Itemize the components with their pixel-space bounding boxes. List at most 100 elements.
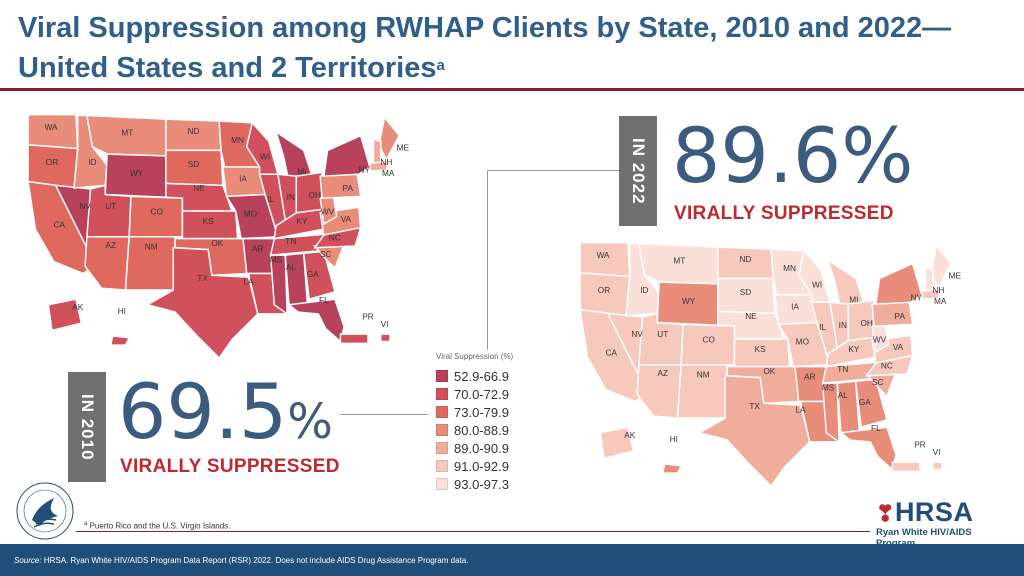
- state-label-fl: FL: [319, 296, 329, 305]
- legend-items: 52.9-66.9 70.0-72.9 73.0-79.9 80.0-88.9 89.0…: [430, 367, 540, 493]
- state-label-va: VA: [341, 215, 352, 224]
- legend-label: 80.0-88.9: [454, 422, 509, 438]
- title-footnote-marker: a: [436, 57, 445, 74]
- state-label-mi: MI: [297, 167, 306, 176]
- state-label-ar: AR: [252, 244, 264, 253]
- state-mo: [777, 321, 831, 368]
- title-divider: [0, 88, 1024, 91]
- state-label-ky: KY: [296, 217, 308, 226]
- state-label-va: VA: [893, 343, 904, 352]
- state-label-pr: PR: [362, 312, 374, 321]
- legend-item: 91.0-92.9: [430, 457, 540, 475]
- stat-2010-number: 69.5: [118, 367, 288, 456]
- state-mo: [225, 193, 279, 240]
- state-label-vi: VI: [381, 320, 389, 329]
- state-label-ut: UT: [105, 202, 116, 211]
- footnote-marker: a: [84, 521, 88, 527]
- state-label-sd: SD: [740, 288, 752, 297]
- state-hi: [661, 463, 683, 474]
- state-label-pr: PR: [914, 440, 926, 449]
- state-label-ks: KS: [755, 345, 767, 354]
- legend-label: 73.0-79.9: [454, 404, 509, 420]
- state-label-az: AZ: [106, 241, 117, 250]
- source-note: Source: HRSA. Ryan White HIV/AIDS Progra…: [14, 556, 468, 565]
- state-ms: [821, 382, 840, 444]
- state-label-il: IL: [819, 323, 826, 332]
- legend-swatch: [436, 424, 448, 436]
- state-label-pa: PA: [895, 312, 906, 321]
- state-az: [84, 236, 130, 291]
- state-label-in: IN: [839, 321, 847, 330]
- year-badge-2010: IN 2010: [68, 372, 106, 482]
- legend-item: 52.9-66.9: [430, 367, 540, 385]
- hhs-seal-logo: [14, 480, 76, 542]
- state-label-az: AZ: [658, 369, 669, 378]
- hrsa-logo: ❣HRSA Ryan White HIV/AIDS Program: [876, 498, 1006, 549]
- state-label-la: LA: [244, 278, 255, 287]
- map-2010: WA OR CA NV ID MT WY UT AZ CO NM ND SD NE KS OK TX MN IA MO…: [28, 110, 414, 358]
- state-label-mo: MO: [244, 210, 258, 219]
- legend-title: Viral Suppression (%): [436, 352, 514, 361]
- state-me: [930, 243, 953, 290]
- state-label-wa: WA: [45, 123, 58, 132]
- state-vi: [380, 333, 391, 343]
- state-label-ut: UT: [657, 330, 668, 339]
- state-label-nv: NV: [79, 202, 91, 211]
- state-label-wi: WI: [812, 281, 822, 290]
- state-ma: [921, 288, 942, 300]
- state-pr: [891, 461, 921, 473]
- state-label-id: ID: [640, 286, 648, 295]
- state-label-hi: HI: [118, 307, 126, 316]
- footnote-divider: [76, 531, 870, 532]
- title-line-2-text: United States and 2 Territories: [18, 52, 437, 84]
- state-vi: [932, 461, 943, 471]
- legend-item: 80.0-88.9: [430, 421, 540, 439]
- state-fl: [839, 426, 897, 471]
- connector-2010-horizontal: [340, 414, 428, 415]
- state-label-ca: CA: [54, 221, 66, 230]
- page-title: Viral Suppression among RWHAP Clients by…: [18, 8, 1008, 88]
- state-label-il: IL: [267, 195, 274, 204]
- state-ak: [599, 426, 635, 460]
- state-label-nm: NM: [145, 243, 158, 252]
- state-label-nh: NH: [932, 286, 944, 295]
- title-line-2: United States and 2 Territoriesa: [18, 48, 1008, 88]
- legend-swatch: [436, 406, 448, 418]
- legend-swatch: [436, 460, 448, 472]
- state-label-fl: FL: [871, 424, 881, 433]
- source-footer: Source: HRSA. Ryan White HIV/AIDS Progra…: [0, 544, 1024, 576]
- state-tx: [697, 375, 811, 486]
- year-badge-2022: IN 2022: [619, 116, 657, 226]
- state-label-mt: MT: [121, 129, 133, 138]
- state-label-ma: MA: [934, 297, 947, 306]
- footnote: a Puerto Rico and the U.S. Virgin Island…: [84, 521, 230, 531]
- legend-item: 70.0-72.9: [430, 385, 540, 403]
- state-ga: [854, 378, 888, 429]
- state-label-ak: AK: [624, 431, 636, 440]
- state-ny: [875, 262, 923, 305]
- state-label-mn: MN: [783, 264, 796, 273]
- state-label-tx: TX: [197, 274, 208, 283]
- state-label-ia: IA: [239, 175, 247, 184]
- legend-swatch: [436, 442, 448, 454]
- state-label-ia: IA: [791, 303, 799, 312]
- state-az: [636, 364, 682, 419]
- hrsa-ribbon-icon: ❣: [876, 501, 895, 526]
- legend-swatch: [436, 370, 448, 382]
- state-label-ak: AK: [72, 303, 84, 312]
- state-label-ar: AR: [804, 372, 816, 381]
- state-label-ms: MS: [270, 255, 283, 264]
- state-label-or: OR: [598, 286, 610, 295]
- hrsa-logo-subtitle: Ryan White HIV/AIDS Program: [876, 527, 972, 549]
- state-label-ky: KY: [848, 345, 860, 354]
- legend-label: 91.0-92.9: [454, 458, 509, 474]
- state-label-me: ME: [397, 143, 410, 152]
- state-label-wa: WA: [597, 251, 610, 260]
- state-label-id: ID: [88, 158, 96, 167]
- legend-item: 93.0-97.3: [430, 475, 540, 493]
- state-label-wy: WY: [682, 297, 696, 306]
- state-label-mo: MO: [796, 338, 810, 347]
- state-ms: [269, 254, 288, 316]
- title-line-1: Viral Suppression among RWHAP Clients by…: [18, 12, 952, 44]
- state-ny: [323, 134, 371, 177]
